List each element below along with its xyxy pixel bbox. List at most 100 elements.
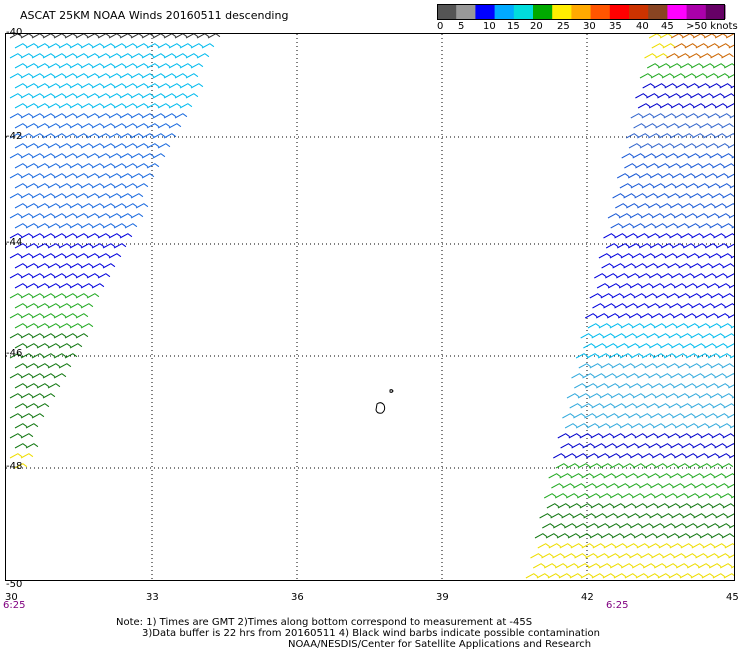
wind-barb <box>14 323 28 329</box>
wind-barb <box>20 173 34 179</box>
wind-barb <box>695 553 708 559</box>
wind-barb <box>650 483 663 489</box>
wind-barb <box>694 73 708 79</box>
wind-barb <box>14 43 28 49</box>
wind-barb <box>627 343 640 349</box>
wind-barb <box>718 113 731 119</box>
wind-barb <box>53 333 67 339</box>
wind-barb <box>31 233 45 239</box>
wind-barb <box>108 173 122 179</box>
wind-barb <box>20 373 34 379</box>
wind-barb <box>661 313 675 319</box>
wind-barb <box>75 73 89 79</box>
wind-barb <box>669 303 682 309</box>
wind-barb <box>20 253 34 259</box>
wind-barb <box>597 523 610 529</box>
wind-barb <box>97 233 111 239</box>
wind-barb <box>31 193 45 199</box>
wind-barb <box>146 83 160 89</box>
wind-barb <box>196 53 210 59</box>
wind-barb <box>619 523 632 529</box>
wind-barb <box>570 473 583 479</box>
wind-barb <box>36 163 50 169</box>
wind-barb <box>689 503 703 509</box>
wind-barb <box>14 463 28 469</box>
wind-barb <box>25 363 39 369</box>
wind-barb <box>9 413 23 419</box>
wind-barb <box>718 423 732 429</box>
wind-barb <box>25 43 39 49</box>
wind-barb <box>606 483 619 489</box>
wind-barb <box>97 253 111 259</box>
wind-barb <box>712 163 725 169</box>
wind-barb <box>562 483 575 489</box>
wind-barb <box>25 83 39 89</box>
wind-barb <box>179 63 193 69</box>
legend-label: 30 <box>583 21 596 32</box>
wind-barb <box>714 34 728 39</box>
wind-barb <box>589 363 602 369</box>
wind-barb <box>9 173 23 179</box>
wind-barb <box>663 453 676 459</box>
wind-barb <box>617 313 631 319</box>
lat-label: -44 <box>6 237 23 248</box>
wind-barb <box>708 563 722 569</box>
wind-barb <box>53 233 67 239</box>
wind-barb <box>657 573 671 579</box>
wind-barb <box>678 503 692 509</box>
wind-barb <box>581 543 594 549</box>
wind-barb <box>113 203 127 209</box>
wind-barb <box>635 333 648 339</box>
legend-color-bar <box>437 4 726 20</box>
wind-barb <box>119 73 133 79</box>
wind-barb <box>650 313 664 319</box>
wind-barb <box>36 403 50 409</box>
wind-barb <box>25 223 39 229</box>
wind-barb <box>47 43 61 49</box>
wind-barb <box>598 323 612 329</box>
wind-barb <box>716 73 730 79</box>
wind-barb <box>42 173 56 179</box>
wind-barb <box>715 173 729 179</box>
wind-barb <box>119 233 133 239</box>
wind-barb <box>113 83 127 89</box>
wind-barb <box>673 43 686 49</box>
legend-swatch <box>571 5 592 19</box>
wind-barb <box>695 43 708 49</box>
wind-barb <box>598 493 612 499</box>
wind-barb <box>701 63 715 69</box>
wind-barb <box>582 443 595 449</box>
wind-barb <box>53 313 67 319</box>
wind-barb <box>705 483 718 489</box>
legend-label: 0 <box>437 21 444 32</box>
time-label: 6:25 <box>3 600 26 611</box>
wind-barb <box>706 213 720 219</box>
wind-barb <box>689 433 702 439</box>
wind-barb <box>700 263 713 269</box>
wind-barb <box>608 453 621 459</box>
wind-barb <box>25 283 39 289</box>
wind-barb <box>730 85 734 89</box>
wind-barb <box>20 213 34 219</box>
wind-barb <box>728 384 734 389</box>
wind-barb <box>679 403 692 409</box>
wind-barb <box>31 93 45 99</box>
wind-barb <box>678 263 691 269</box>
wind-barb <box>42 213 56 219</box>
wind-barb <box>75 333 89 339</box>
wind-barb <box>130 173 144 179</box>
wind-barb <box>20 293 34 299</box>
wind-barb <box>20 313 34 319</box>
wind-barb <box>97 113 111 119</box>
wind-barb <box>707 423 721 429</box>
wind-barb <box>694 413 707 419</box>
wind-barb <box>635 573 649 579</box>
wind-barb <box>607 213 621 219</box>
wind-barb <box>75 253 89 259</box>
wind-barb <box>706 383 719 389</box>
wind-barb <box>168 63 182 69</box>
wind-barb <box>633 533 647 539</box>
wind-barb <box>614 233 627 239</box>
wind-barb <box>14 303 28 309</box>
wind-barb <box>119 34 133 39</box>
